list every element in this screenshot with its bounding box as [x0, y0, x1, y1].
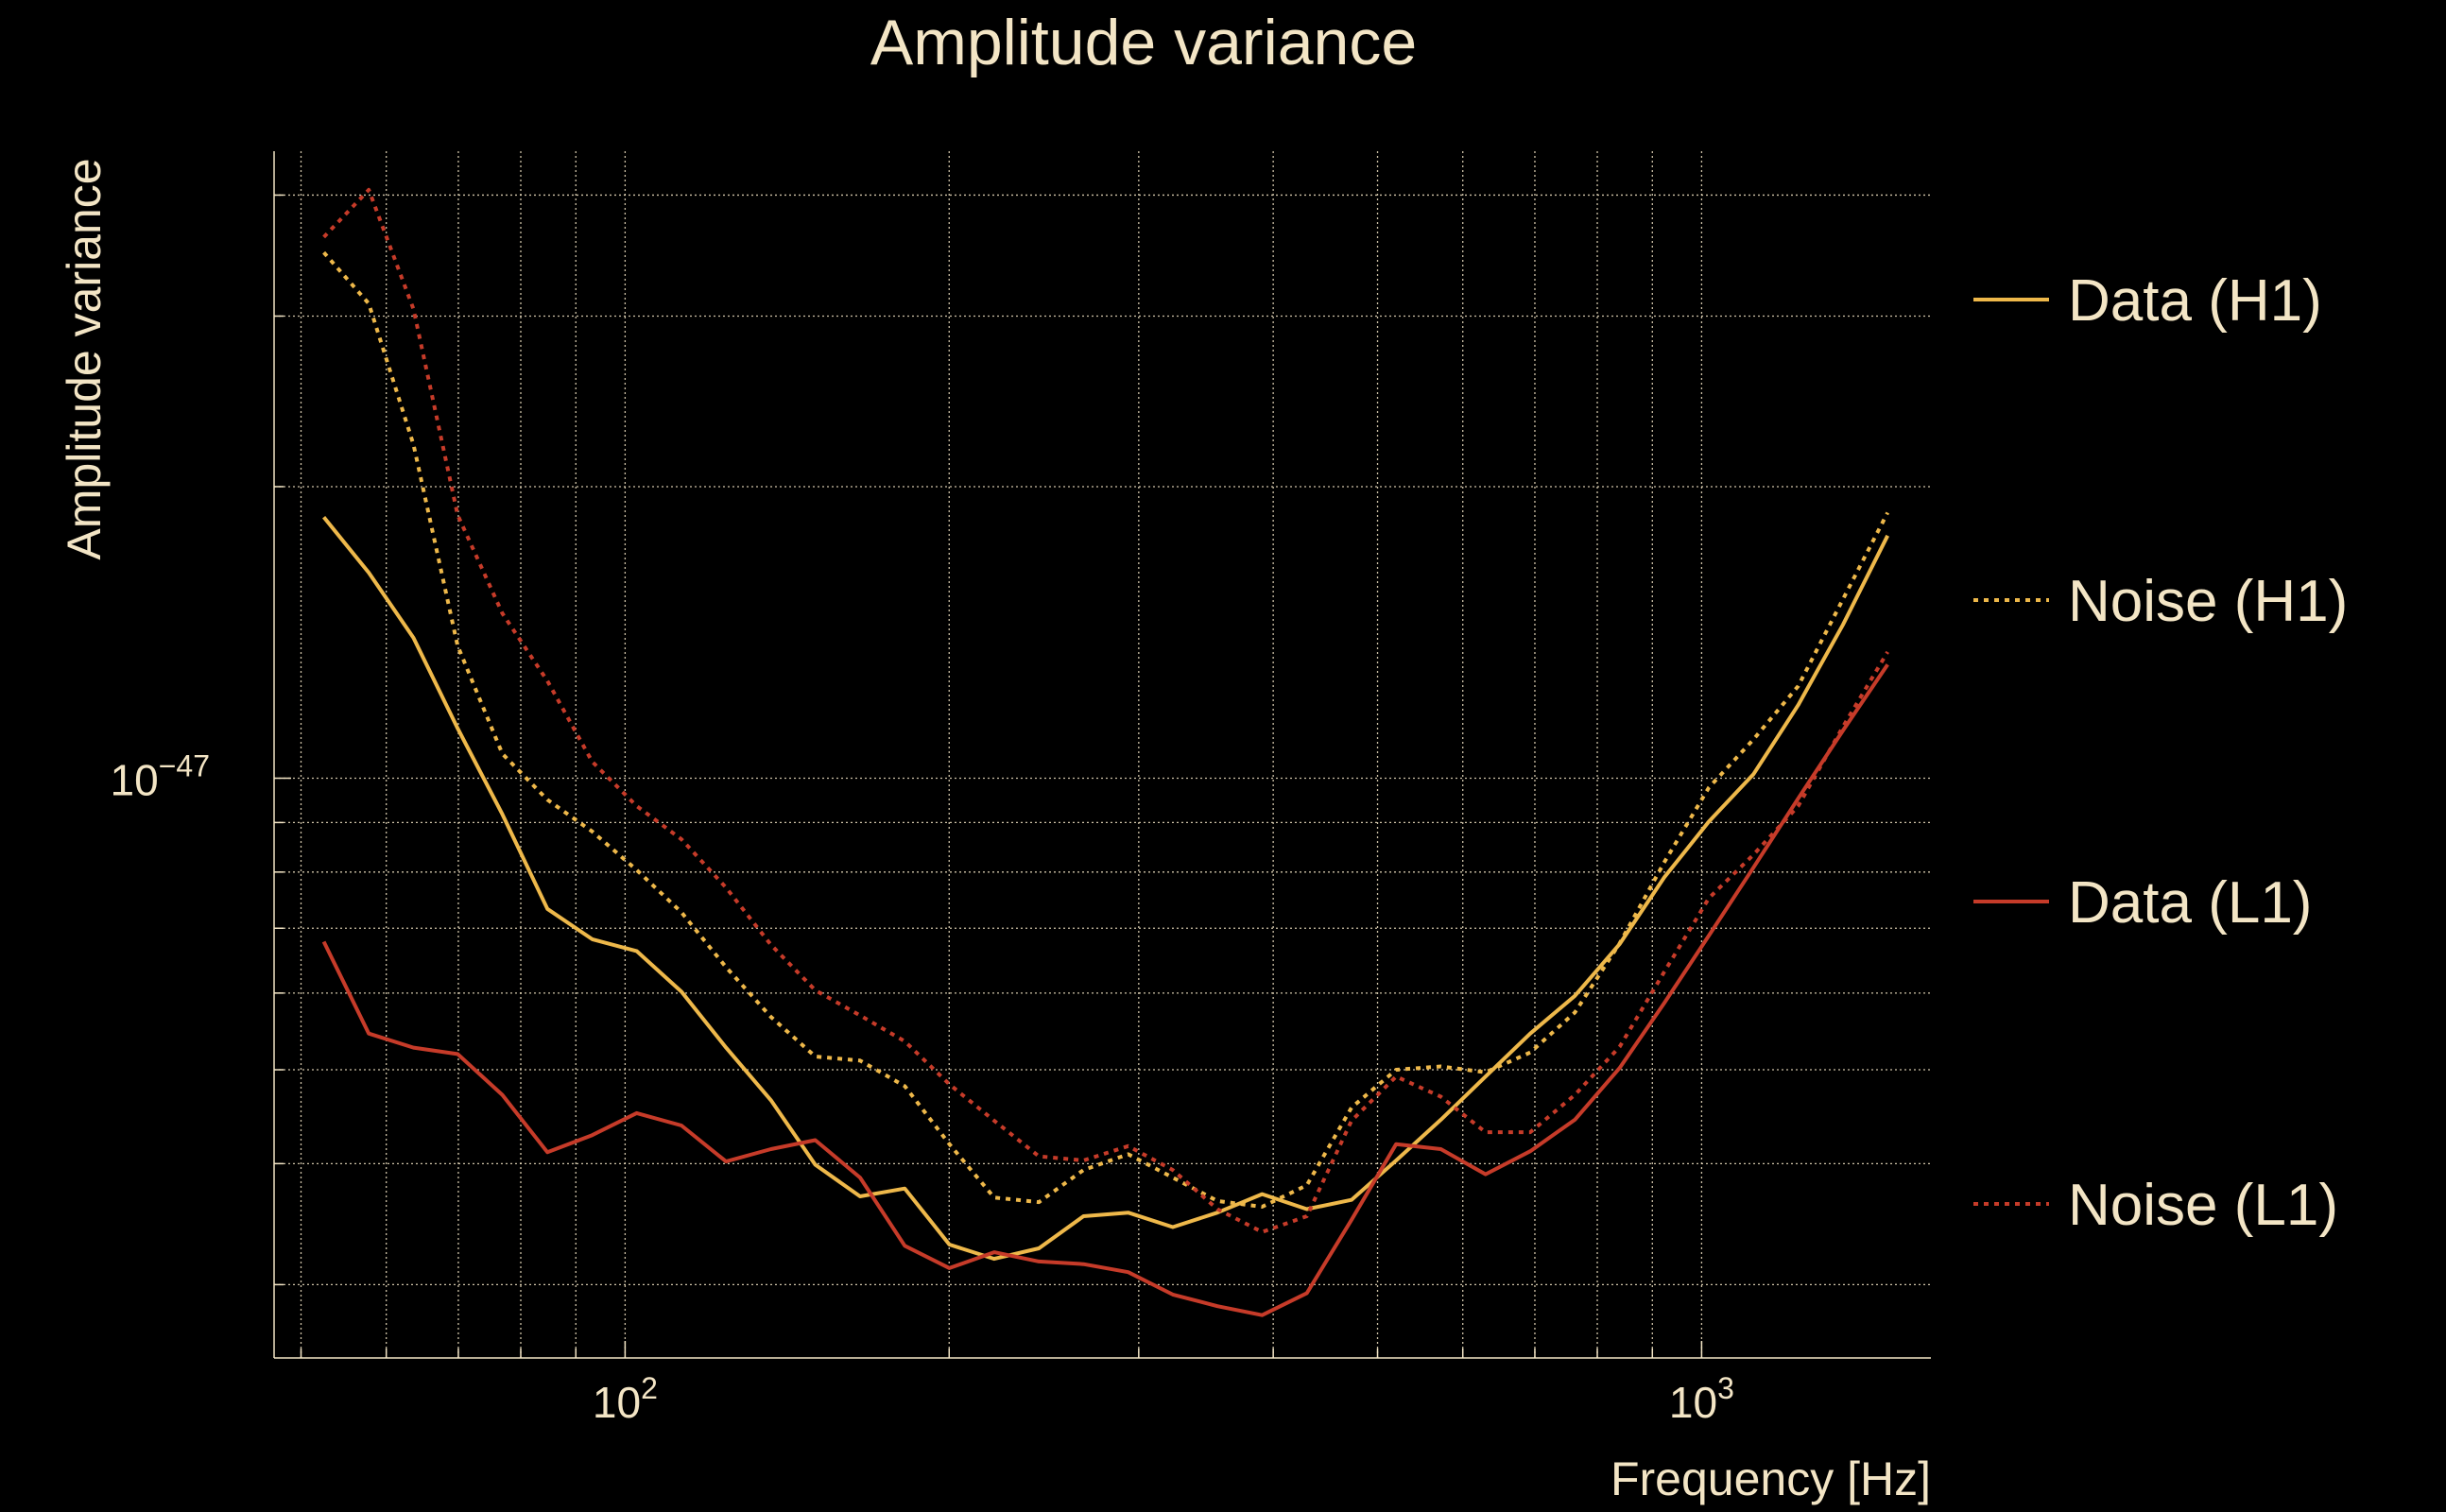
x-axis-label: Frequency [Hz] — [1611, 1452, 1931, 1505]
series-line-data-l1 — [321, 663, 1889, 1317]
legend-item: Data (H1) — [1973, 268, 2322, 334]
grid — [274, 151, 1931, 1358]
series-line-noise-l1 — [322, 187, 1889, 1234]
legend: Data (H1) Noise (H1) Data (L1) Noise (L1) — [1973, 268, 2348, 1238]
x-tick-label: 102 — [593, 1371, 658, 1427]
legend-label: Data (H1) — [2068, 268, 2322, 334]
legend-item: Noise (L1) — [1973, 1173, 2338, 1238]
series-lines — [321, 187, 1889, 1317]
chart-title: Amplitude variance — [870, 7, 1417, 78]
x-tick-label: 103 — [1669, 1371, 1734, 1427]
legend-label: Noise (H1) — [2068, 569, 2348, 634]
legend-label: Noise (L1) — [2068, 1173, 2338, 1238]
tick-labels: 102 103 10−47 — [111, 748, 1734, 1427]
series-line-noise-h1 — [322, 250, 1889, 1209]
y-axis-label: Amplitude variance — [58, 158, 111, 559]
y-tick-label: 10−47 — [111, 748, 210, 804]
legend-item: Data (L1) — [1973, 870, 2312, 936]
legend-label: Data (L1) — [2068, 870, 2312, 936]
legend-item: Noise (H1) — [1973, 569, 2348, 634]
